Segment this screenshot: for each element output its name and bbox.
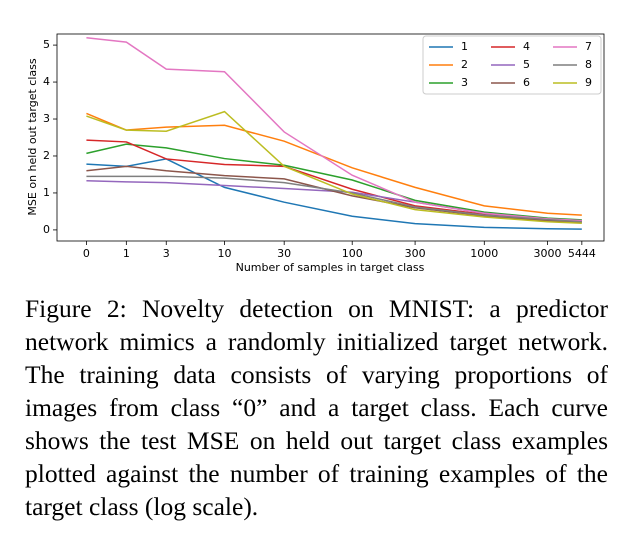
legend-label: 7	[585, 40, 592, 53]
legend-label: 5	[523, 58, 530, 71]
series-line	[86, 112, 582, 216]
x-tick-label: 5444	[568, 247, 596, 260]
x-tick-label: 3	[163, 247, 170, 260]
series-line	[86, 110, 582, 225]
chart: Number of samples in target class MSE on…	[26, 33, 605, 274]
y-tick-label: 2	[43, 149, 50, 162]
legend-label: 3	[461, 76, 468, 89]
y-tick-label: 4	[43, 75, 50, 88]
x-tick-label: 300	[405, 247, 426, 260]
series-line	[86, 143, 582, 221]
legend-label: 1	[461, 40, 468, 53]
x-tick-label: 1	[123, 247, 130, 260]
series-line	[86, 175, 582, 223]
y-axis-label: MSE on held out target class	[26, 58, 39, 215]
y-tick-label: 0	[43, 223, 50, 236]
legend-label: 4	[523, 40, 530, 53]
caption: Figure 2: Novelty detection on MNIST: a …	[25, 294, 608, 521]
x-axis-label: Number of samples in target class	[236, 261, 425, 274]
series-line	[86, 158, 582, 230]
legend-label: 2	[461, 58, 468, 71]
x-tick-label: 1000	[470, 247, 498, 260]
series-line	[86, 36, 582, 222]
x-tick-label: 3000	[534, 247, 562, 260]
x-tick-label: 100	[342, 247, 363, 260]
y-tick-label: 3	[43, 112, 50, 125]
legend-label: 6	[523, 76, 530, 89]
y-tick-label: 5	[43, 38, 50, 51]
plot-frame	[56, 33, 605, 242]
x-tick-label: 10	[218, 247, 232, 260]
x-tick-label: 30	[277, 247, 291, 260]
legend-label: 8	[585, 58, 592, 71]
legend-label: 9	[585, 76, 592, 89]
y-tick-label: 1	[43, 186, 50, 199]
x-tick-label: 0	[83, 247, 90, 260]
